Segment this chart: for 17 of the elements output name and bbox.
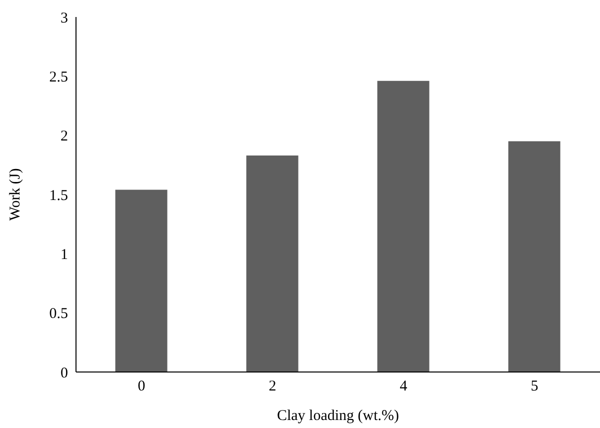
y-tick-label: 0 <box>60 365 68 382</box>
bar <box>246 155 298 372</box>
bar <box>377 80 430 372</box>
y-tick-label: 2.5 <box>49 69 68 86</box>
bar <box>115 190 168 372</box>
y-tick-label: 0.5 <box>49 306 68 322</box>
y-tick-label: 3 <box>60 10 68 26</box>
y-tick-label: 1 <box>60 246 68 263</box>
x-tick-label: 5 <box>530 378 538 395</box>
x-axis-title: Clay loading (wt.%) <box>276 408 400 424</box>
x-tick-label: 0 <box>138 378 146 395</box>
x-tick-label: 4 <box>400 378 408 395</box>
y-tick-label: 1.5 <box>49 188 68 204</box>
bar <box>508 141 560 372</box>
y-tick-label: 2 <box>60 128 68 145</box>
y-axis-title: Work (J) <box>7 168 24 221</box>
x-tick-label: 2 <box>268 378 276 395</box>
